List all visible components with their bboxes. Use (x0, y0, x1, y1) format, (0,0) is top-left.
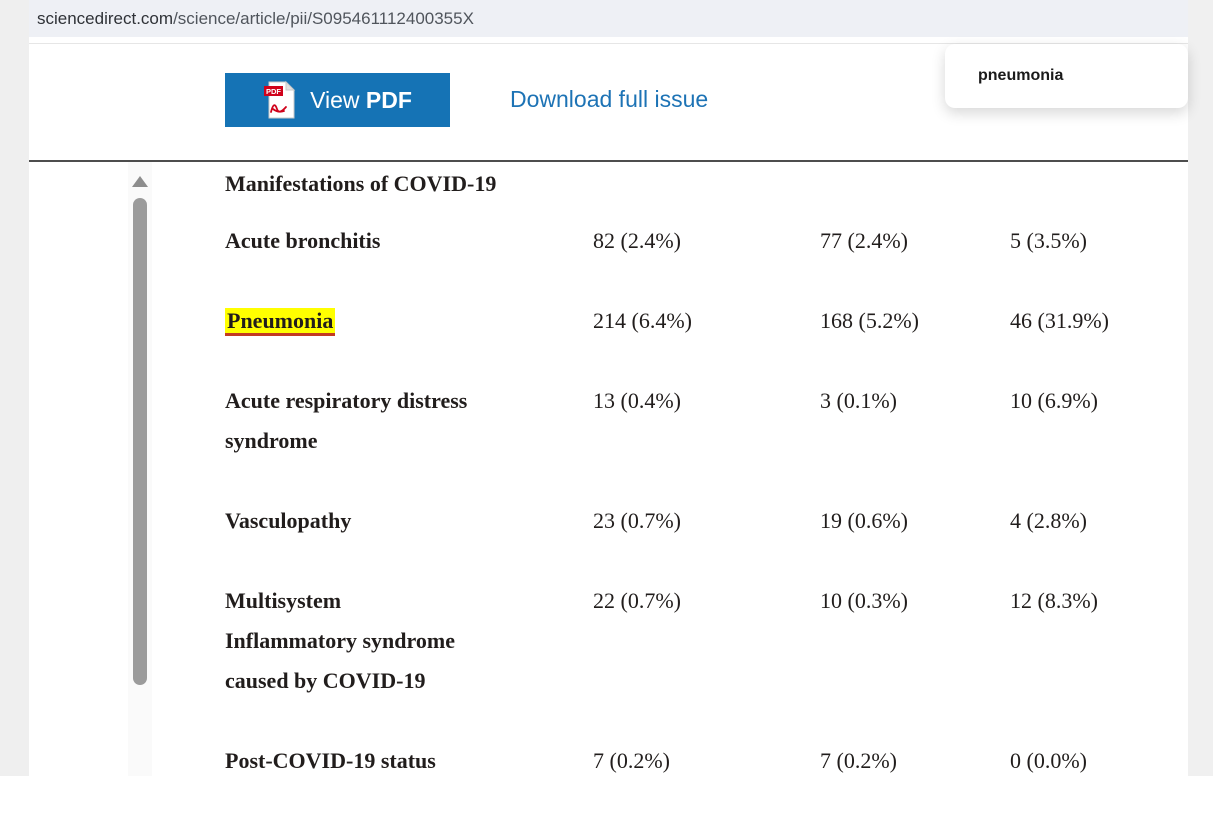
row-value: 23 (0.7%) (593, 508, 681, 533)
table-row: Post-COVID-19 status 7 (0.2%) 7 (0.2%) 0… (225, 741, 1175, 781)
row-label: Multisystem Inflammatory syndrome caused… (225, 588, 455, 693)
svg-text:PDF: PDF (266, 87, 281, 96)
row-value: 214 (6.4%) (593, 308, 692, 333)
row-value: 4 (2.8%) (1010, 508, 1087, 533)
download-full-issue-link[interactable]: Download full issue (510, 86, 709, 112)
row-label: Acute bronchitis (225, 228, 381, 253)
table-row: Vasculopathy 23 (0.7%) 19 (0.6%) 4 (2.8%… (225, 501, 1175, 541)
table-row: Multisystem Inflammatory syndrome caused… (225, 581, 1175, 701)
covid-manifestations-table: Manifestations of COVID-19 Acute bronchi… (225, 162, 1175, 821)
row-value: 7 (0.2%) (820, 748, 897, 773)
row-value: 19 (0.6%) (820, 508, 908, 533)
row-value: 7 (0.2%) (593, 748, 670, 773)
table-row: Pneumonia 214 (6.4%) 168 (5.2%) 46 (31.9… (225, 301, 1175, 341)
url-path: /science/article/pii/S095461112400355X (173, 8, 474, 28)
row-value: 22 (0.7%) (593, 588, 681, 613)
chrome-divider (29, 43, 1188, 44)
row-value: 5 (3.5%) (1010, 228, 1087, 253)
row-value: 77 (2.4%) (820, 228, 908, 253)
url-domain: sciencedirect.com (37, 8, 174, 28)
left-gutter (0, 0, 29, 776)
row-value: 13 (0.4%) (593, 388, 681, 413)
browser-url-bar[interactable]: sciencedirect.com/science/article/pii/S0… (29, 0, 1188, 37)
scrollbar-up-arrow-icon[interactable] (132, 176, 148, 187)
search-highlight: Pneumonia (225, 308, 336, 336)
row-value: 46 (31.9%) (1010, 308, 1109, 333)
table-row: Acute respiratory distress syndrome 13 (… (225, 381, 1175, 461)
row-label: Post-COVID-19 status (225, 748, 436, 773)
row-value: 82 (2.4%) (593, 228, 681, 253)
scrollbar-thumb[interactable] (133, 198, 147, 685)
row-value: 10 (0.3%) (820, 588, 908, 613)
content-divider (29, 160, 1188, 162)
row-value: 0 (0.0%) (1010, 748, 1087, 773)
row-value: 10 (6.9%) (1010, 388, 1098, 413)
row-value: 12 (8.3%) (1010, 588, 1098, 613)
row-value: 168 (5.2%) (820, 308, 919, 333)
search-query-text: pneumonia (978, 67, 1064, 84)
search-overlay[interactable]: pneumonia (945, 44, 1188, 108)
pdf-file-icon: PDF (263, 79, 297, 121)
view-pdf-label: View PDF (310, 86, 412, 113)
row-label: Pneumonia (225, 301, 593, 341)
scrollbar-track[interactable] (128, 162, 152, 776)
row-value: 3 (0.1%) (820, 388, 897, 413)
table-section-title: Manifestations of COVID-19 (225, 171, 497, 196)
table-row: Acute bronchitis 82 (2.4%) 77 (2.4%) 5 (… (225, 221, 1175, 261)
row-label: Vasculopathy (225, 508, 352, 533)
row-label: Acute respiratory distress syndrome (225, 388, 468, 453)
right-gutter (1188, 0, 1213, 776)
view-pdf-button[interactable]: PDF View PDF (225, 73, 450, 127)
